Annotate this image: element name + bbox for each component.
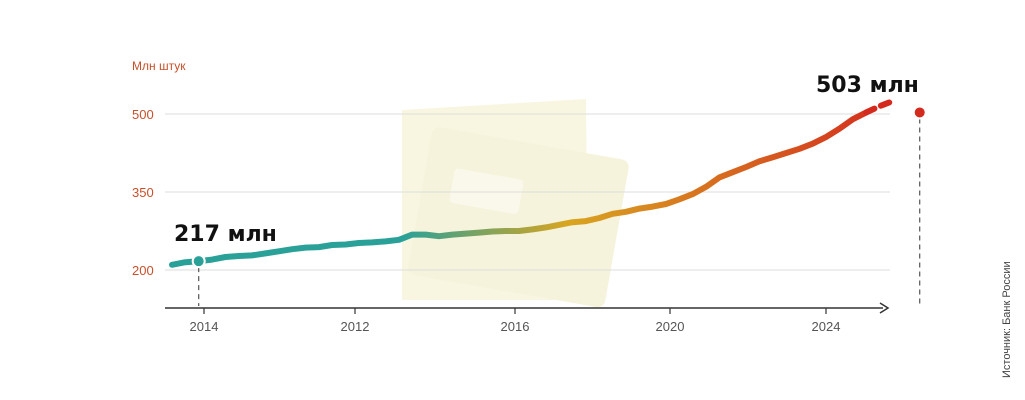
callout-start-label: 217 млн	[174, 222, 277, 247]
x-tick-label: 2014	[190, 319, 219, 334]
callout-end-point	[912, 105, 927, 120]
x-tick-label: 2020	[656, 319, 685, 334]
y-tick-label: 200	[132, 263, 154, 278]
x-tick-label: 2016	[501, 319, 530, 334]
series-line	[169, 109, 870, 268]
source-note: Источник: Банк России	[1001, 261, 1013, 378]
x-tick-label: 2012	[341, 319, 370, 334]
x-tick-label: 2024	[812, 319, 841, 334]
x-axis-ticks: 2014 2012 2016 2020 2024	[190, 308, 841, 334]
y-tick-label: 350	[132, 185, 154, 200]
series-forecast-tail	[863, 98, 896, 116]
callout-end-label: 503 млн	[816, 73, 919, 98]
y-axis-ticks: 200 350 500	[132, 107, 154, 278]
x-axis-arrow	[879, 302, 890, 314]
y-tick-label: 500	[132, 107, 154, 122]
cards-watermark	[402, 99, 629, 308]
y-axis-unit-label: Млн штук	[132, 59, 186, 73]
callout-start-point	[191, 254, 206, 269]
gridlines	[165, 113, 890, 271]
